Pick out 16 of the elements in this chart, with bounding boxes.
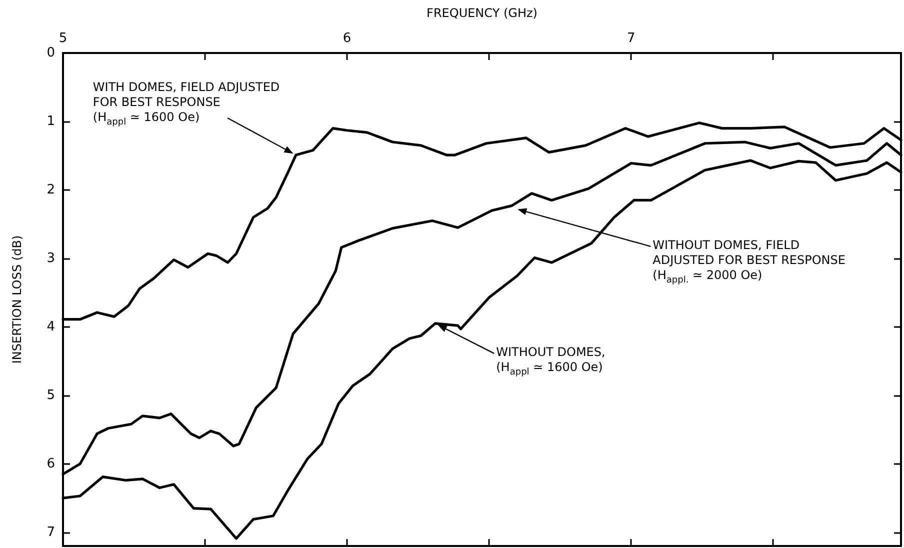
annotation: WITHOUT DOMES, (H$_{appl}$ ≃ 1600 Oe)	[496, 345, 606, 380]
annotation: WITH DOMES, FIELD ADJUSTED FOR BEST RESPONSE (H$_{appl}$ ≃ 1600 Oe)	[92, 80, 280, 130]
y-tick-label: 3	[46, 250, 55, 266]
y-tick-label: 7	[46, 524, 55, 540]
x-tick-label: 6	[342, 31, 352, 46]
x-axis-title: FREQUENCY (GHz)	[426, 6, 538, 20]
y-tick-label: 4	[46, 319, 55, 334]
y-tick-label: 1	[46, 114, 55, 129]
x-tick-label: 7	[626, 31, 636, 46]
y-tick-label: 0	[46, 46, 55, 60]
x-tick-label: 5	[58, 31, 68, 46]
y-axis-title: INSERTION LOSS (dB)	[10, 235, 24, 364]
y-tick-label: 2	[46, 182, 55, 198]
annotation: WITHOUT DOMES, FIELD ADJUSTED FOR BEST RESPONSE (H$_{appl.}$ ≃ 2000 Oe)	[652, 238, 846, 288]
y-tick-label: 5	[46, 388, 55, 403]
y-tick-label: 6	[46, 456, 55, 472]
